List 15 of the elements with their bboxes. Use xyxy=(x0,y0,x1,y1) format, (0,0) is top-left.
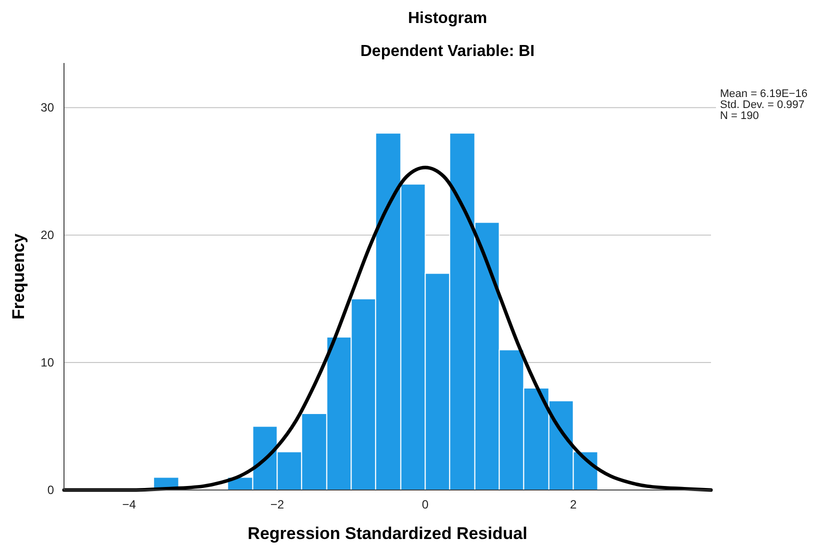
chart-title: Histogram xyxy=(408,10,488,27)
y-tick-label: 0 xyxy=(47,482,54,497)
x-tick-label: −2 xyxy=(270,498,284,512)
chart-subtitle: Dependent Variable: BI xyxy=(360,43,535,60)
y-axis-title: Frequency xyxy=(9,232,28,320)
x-axis-title: Regression Standardized Residual xyxy=(248,524,528,543)
text: Std. Dev. = 0.997 xyxy=(720,99,804,111)
x-tick-label: 0 xyxy=(422,498,429,512)
x-tick-label: −4 xyxy=(122,498,136,512)
text: Mean = 6.19E−16 xyxy=(720,88,808,100)
y-tick-label: 30 xyxy=(40,100,54,114)
x-tick-label: 2 xyxy=(570,498,577,512)
text: N = 190 xyxy=(720,110,759,122)
y-tick-label: 20 xyxy=(40,228,54,242)
y-tick-label: 10 xyxy=(40,355,54,370)
